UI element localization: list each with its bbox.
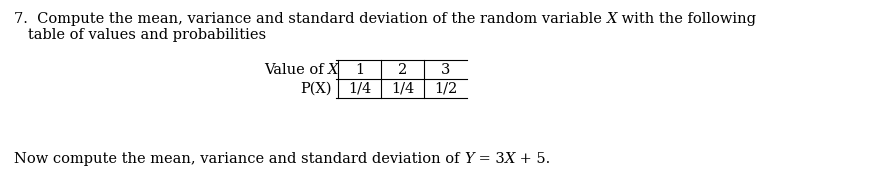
Text: table of values and probabilities: table of values and probabilities — [14, 28, 266, 42]
Text: P(X): P(X) — [301, 82, 332, 96]
Text: 1/2: 1/2 — [434, 82, 457, 96]
Text: 3: 3 — [441, 63, 450, 77]
Text: X: X — [328, 63, 339, 77]
Text: Value of: Value of — [264, 63, 328, 77]
Text: 7.  Compute the mean, variance and standard deviation of the random variable: 7. Compute the mean, variance and standa… — [14, 12, 607, 26]
Text: Now compute the mean, variance and standard deviation of: Now compute the mean, variance and stand… — [14, 152, 464, 166]
Text: X: X — [607, 12, 617, 26]
Text: 1/4: 1/4 — [391, 82, 414, 96]
Text: Y: Y — [464, 152, 474, 166]
Text: = 3: = 3 — [474, 152, 504, 166]
Text: with the following: with the following — [617, 12, 756, 26]
Text: 2: 2 — [398, 63, 407, 77]
Text: 1: 1 — [355, 63, 364, 77]
Text: 1/4: 1/4 — [348, 82, 371, 96]
Text: + 5.: + 5. — [515, 152, 550, 166]
Text: X: X — [504, 152, 515, 166]
